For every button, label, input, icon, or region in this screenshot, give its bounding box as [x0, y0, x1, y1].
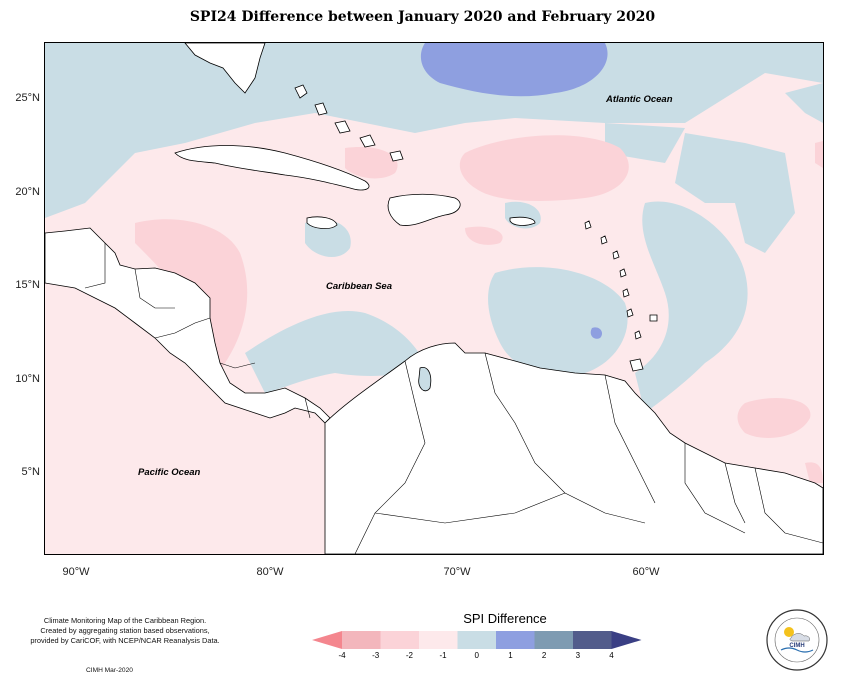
south-america — [324, 342, 823, 554]
sun-icon — [784, 627, 794, 637]
landmasses — [45, 43, 823, 554]
credits-date: CIMH Mar-2020 — [86, 667, 133, 674]
logo-text: CIMH — [789, 643, 804, 649]
map-title: SPI24 Difference between January 2020 an… — [189, 9, 656, 25]
legend-cell — [534, 631, 573, 649]
florida — [184, 43, 266, 94]
lon-tick-90w: 90°W — [62, 566, 90, 578]
legend-arrow-right — [611, 631, 642, 649]
credits-line-2: Created by aggregating station based obs… — [40, 626, 210, 635]
lat-tick-10n: 10°N — [15, 373, 40, 385]
bahamas — [294, 84, 404, 162]
lon-tick-60w: 60°W — [632, 566, 660, 578]
puerto-rico — [509, 216, 536, 226]
map-plot-area — [44, 42, 824, 555]
lat-tick-5n: 5°N — [21, 466, 40, 478]
credits: Climate Monitoring Map of the Caribbean … — [0, 616, 250, 646]
legend-cell — [457, 631, 496, 649]
legend-tick-label: 2 — [541, 651, 547, 660]
legend-tick-label: 0 — [474, 651, 479, 660]
spi-zones-strong-positive — [420, 43, 608, 339]
legend-cell — [573, 631, 612, 649]
lat-tick-25n: 25°N — [15, 92, 40, 104]
lake-maracaibo — [418, 366, 432, 392]
lon-tick-80w: 80°W — [256, 566, 284, 578]
credits-line-1: Climate Monitoring Map of the Caribbean … — [43, 616, 207, 625]
legend-colorbar — [312, 631, 642, 649]
legend-tick-label: -3 — [372, 651, 380, 660]
legend-cell — [496, 631, 535, 649]
legend-arrow-left — [312, 631, 342, 649]
legend-title: SPI Difference — [463, 611, 547, 626]
legend-tick-label: 1 — [508, 651, 513, 660]
legend-tick-label: -2 — [405, 651, 413, 660]
hispaniola — [387, 193, 461, 226]
legend-tick-label: -1 — [439, 651, 447, 660]
lat-tick-20n: 20°N — [15, 186, 40, 198]
legend-tick-label: 3 — [575, 651, 581, 660]
lat-tick-15n: 15°N — [15, 279, 40, 291]
legend-cell — [342, 631, 381, 649]
lesser-antilles — [584, 220, 658, 340]
legend-tick-label: 4 — [609, 651, 614, 660]
country-borders — [84, 243, 823, 554]
cimh-logo: CIMH — [766, 609, 828, 671]
credits-line-3: provided by CariCOF, with NCEP/NCAR Rean… — [30, 636, 220, 645]
cuba — [174, 145, 370, 191]
cloud-icon — [789, 633, 810, 642]
central-america — [45, 227, 331, 424]
trinidad — [629, 358, 644, 372]
legend-cell — [419, 631, 458, 649]
label-pacific-ocean: Pacific Ocean — [138, 467, 201, 478]
label-caribbean-sea: Caribbean Sea — [326, 281, 392, 292]
label-atlantic-ocean: Atlantic Ocean — [606, 94, 673, 105]
lon-tick-70w: 70°W — [443, 566, 471, 578]
wave-icon — [780, 647, 814, 653]
jamaica — [306, 216, 338, 229]
spi-difference-map — [45, 43, 823, 554]
legend-cell — [380, 631, 419, 649]
legend-tick-label: -4 — [338, 651, 346, 660]
legend-cells — [312, 631, 642, 649]
